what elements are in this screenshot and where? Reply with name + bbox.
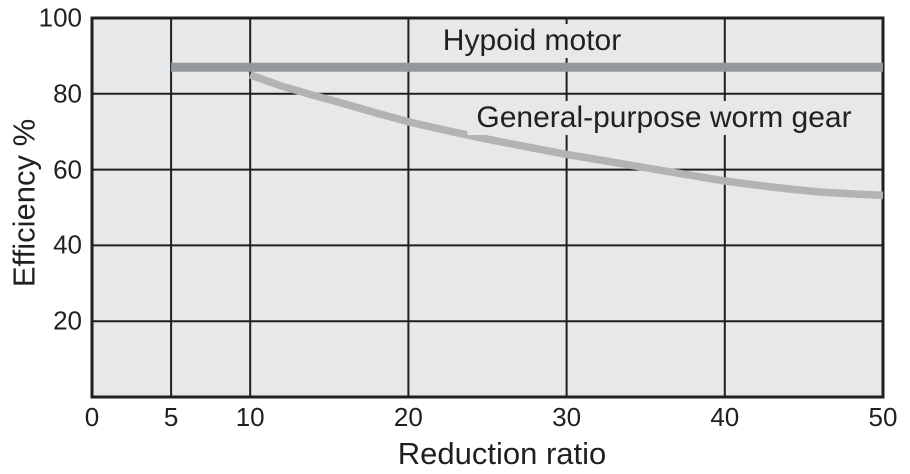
x-tick-label: 5 xyxy=(163,402,179,432)
series-label-hypoid-motor: Hypoid motor xyxy=(433,24,631,58)
y-tick-label: 100 xyxy=(38,2,82,33)
x-tick-label: 30 xyxy=(552,402,582,432)
y-tick-label: 20 xyxy=(53,305,82,336)
x-axis-tick-labels: 0 5 10 20 30 40 50 xyxy=(0,404,910,436)
x-tick-label: 0 xyxy=(84,402,100,432)
x-axis-title: Reduction ratio xyxy=(397,436,607,471)
x-tick-label: 10 xyxy=(235,402,265,432)
y-tick-label: 60 xyxy=(53,154,82,185)
plot-border xyxy=(90,16,885,399)
series-line-general-purpose-worm-gear xyxy=(248,71,884,200)
y-tick-label: 40 xyxy=(53,229,82,260)
x-tick-label: 40 xyxy=(710,402,740,432)
plot-background xyxy=(92,18,883,397)
y-axis-tick-labels: 20 40 60 80 100 xyxy=(0,0,82,474)
y-tick-label: 80 xyxy=(53,78,82,109)
series-label-general-purpose-worm-gear: General-purpose worm gear xyxy=(467,101,861,135)
x-tick-label: 50 xyxy=(868,402,898,432)
x-tick-label: 20 xyxy=(393,402,423,432)
